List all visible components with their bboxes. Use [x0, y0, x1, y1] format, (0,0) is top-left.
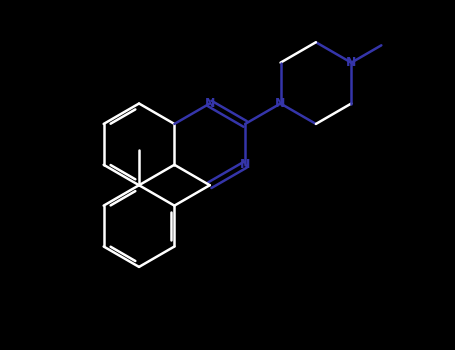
Text: N: N	[346, 56, 356, 69]
Text: N: N	[205, 97, 215, 110]
Text: N: N	[240, 158, 250, 171]
Text: N: N	[275, 97, 286, 110]
